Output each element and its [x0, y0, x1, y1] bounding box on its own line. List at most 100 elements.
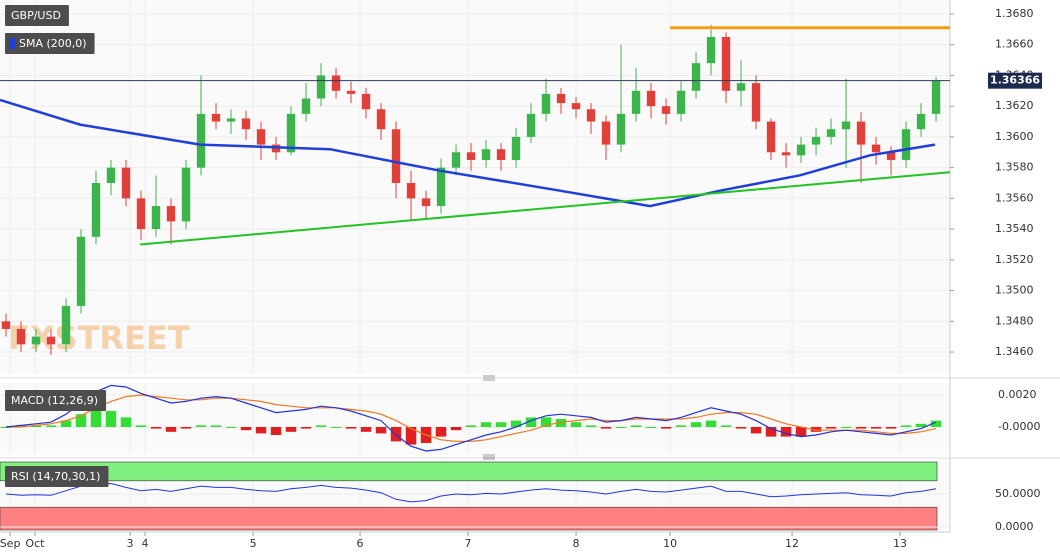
candle-body	[601, 121, 611, 145]
drag-handle[interactable]	[483, 375, 495, 381]
candle-body	[511, 136, 521, 160]
candle-body	[766, 121, 776, 153]
histogram-bar	[510, 420, 522, 427]
candle-body	[406, 183, 416, 199]
candle-body	[346, 90, 356, 94]
y-tick-label: 1.3480	[995, 314, 1034, 327]
label-text: RSI (14,70,30,1)	[11, 470, 100, 483]
histogram-bar	[735, 427, 747, 429]
histogram-bar	[855, 427, 867, 429]
candle-body	[121, 167, 131, 199]
histogram-bar	[90, 411, 102, 427]
oversold-band	[0, 506, 938, 531]
candle-body	[856, 121, 866, 145]
main-panel	[0, 0, 950, 374]
candle-body	[46, 336, 56, 345]
histogram-bar	[810, 427, 822, 432]
x-tick-label: 10	[663, 537, 677, 550]
candle-body	[571, 103, 581, 110]
overlay: Sep Oct 3 4 5 6 7 8 10 12 13 1.3460 1.3480 1.3500 1.35…	[0, 5, 1042, 550]
sma-line	[0, 98, 936, 208]
histogram-bar	[690, 422, 702, 427]
candle-body	[1, 321, 11, 329]
y-tick-label: 1.3620	[995, 99, 1034, 112]
candle-body	[151, 206, 161, 230]
histogram-bar	[480, 422, 492, 427]
candle-body	[376, 109, 386, 130]
panel-label: RSI (14,70,30,1)	[5, 466, 109, 487]
y-tick-label: 1.3460	[995, 345, 1034, 358]
histogram-bar	[870, 427, 882, 429]
candle-body	[496, 149, 506, 160]
y-tick-label: 1.3600	[995, 130, 1034, 143]
label-text: MACD (12,26,9)	[11, 394, 98, 407]
histogram-bar	[885, 427, 897, 429]
candle-body	[76, 236, 86, 306]
histogram-bar	[405, 427, 417, 445]
histogram-bar	[120, 417, 132, 427]
histogram-bar	[150, 427, 162, 429]
histogram-bar	[330, 427, 342, 428]
x-tick-label: Sep	[0, 537, 20, 550]
histogram-bar	[900, 425, 912, 427]
histogram-bar	[555, 419, 567, 427]
candle-body	[901, 129, 911, 160]
x-tick-label: 12	[785, 537, 799, 550]
histogram-bar	[195, 425, 207, 427]
y-tick-label: 1.3540	[995, 222, 1034, 235]
label-text: SMA (200,0)	[19, 37, 87, 50]
rsi-line	[5, 482, 937, 503]
panel-label: SMA (200,0)	[5, 33, 95, 54]
label-text: GBP/USD	[11, 9, 61, 22]
histogram-bar	[450, 427, 462, 431]
histogram-bar	[645, 427, 657, 428]
candle-body	[871, 144, 881, 153]
histogram-bar	[765, 427, 777, 437]
candle-body	[91, 183, 101, 237]
candle-body	[361, 93, 371, 110]
candle-body	[331, 75, 341, 91]
candle-body	[541, 93, 551, 114]
x-tick-label: 5	[250, 537, 257, 550]
marks	[0, 24, 951, 503]
histogram-bar	[285, 427, 297, 432]
candle-body	[616, 113, 626, 145]
candle-body	[661, 106, 671, 114]
candle-body	[226, 118, 236, 122]
y-tick-label: 1.3500	[995, 284, 1034, 297]
histogram-bar	[630, 425, 642, 427]
y-tick-label: 1.3660	[995, 38, 1034, 51]
candle-body	[436, 167, 446, 207]
last-price-label: 1.36366	[990, 74, 1040, 87]
x-tick-label: 7	[465, 537, 472, 550]
y-tick-label: 1.3680	[995, 7, 1034, 20]
x-tick-label: 13	[893, 537, 907, 550]
x-tick-label: 3	[127, 537, 134, 550]
label-box	[5, 466, 109, 487]
histogram-bar	[795, 427, 807, 437]
candle-body	[826, 129, 836, 137]
x-tick-label: 4	[142, 537, 149, 550]
histogram-bar	[30, 425, 42, 427]
label-box	[5, 390, 107, 411]
histogram-bar	[435, 427, 447, 437]
candle-body	[916, 113, 926, 130]
histogram-bar	[660, 427, 672, 429]
candle-body	[31, 336, 41, 345]
histogram-bar	[270, 427, 282, 435]
candle-body	[301, 98, 311, 114]
candle-body	[586, 109, 596, 122]
overbought-band	[0, 461, 938, 482]
candle-body	[481, 149, 491, 160]
candle-body	[286, 113, 296, 153]
histogram-bar	[375, 427, 387, 434]
histogram-bar	[15, 425, 27, 427]
candle-body	[196, 113, 206, 168]
histogram-bar	[930, 420, 942, 427]
candle-body	[676, 90, 686, 114]
candle-body	[646, 90, 656, 107]
drag-handle[interactable]	[483, 454, 495, 460]
y-tick-label: -0.0000	[998, 420, 1040, 433]
label-box	[5, 33, 95, 54]
